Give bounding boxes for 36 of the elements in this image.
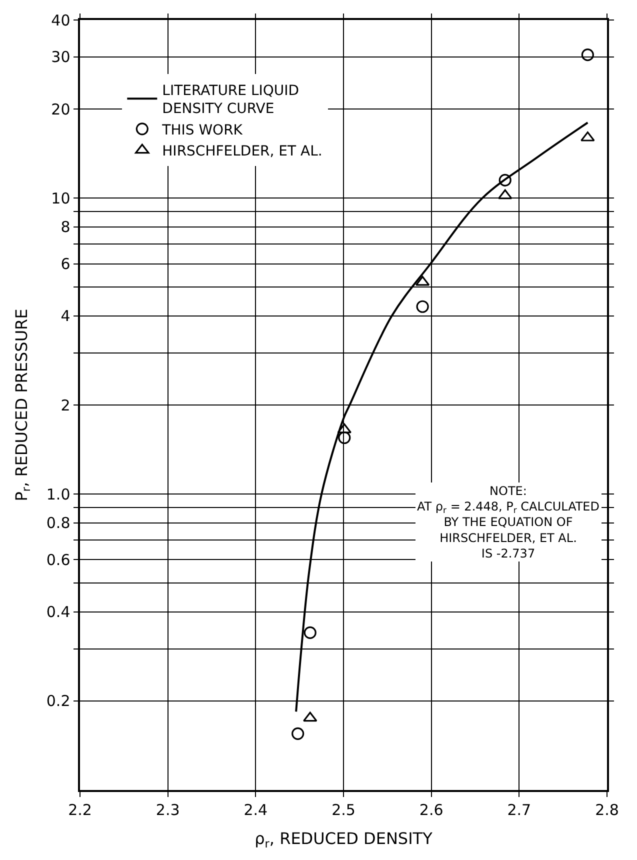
y-tick-label: 20 — [51, 100, 70, 118]
x-tick-label: 2.7 — [507, 800, 532, 819]
y-tick-label: 6 — [60, 255, 70, 274]
legend-label: LITERATURE LIQUID DENSITY CURVE — [162, 82, 300, 118]
point — [416, 300, 429, 313]
y-tick-label: 0.6 — [46, 550, 70, 569]
point — [338, 431, 351, 444]
x-tick-label: 2.6 — [419, 800, 444, 819]
point — [498, 174, 512, 186]
point — [302, 712, 318, 722]
x-tick-label: 2.5 — [332, 800, 356, 819]
y-tick-label: 0.2 — [46, 692, 70, 710]
y-tick-label: 1.0 — [46, 485, 70, 504]
x-tick-label: 2.3 — [156, 800, 180, 819]
y-tick-label: 4 — [60, 307, 70, 326]
y-tick-label: 8 — [60, 218, 70, 236]
point — [580, 131, 595, 142]
x-tick-label: 2.8 — [595, 800, 619, 819]
y-tick-label: 10 — [51, 189, 70, 208]
point — [304, 626, 316, 640]
y-tick-label: 0.8 — [46, 514, 70, 532]
legend-label: HIRSCHFELDER, ET AL. — [162, 144, 322, 160]
x-tick-label: 2.4 — [244, 800, 268, 819]
x-axis-title: ρ$_{r}$, REDUCED DENSITY — [254, 828, 433, 850]
y-tick-label: 30 — [51, 48, 70, 66]
legend-label: THIS WORK — [161, 122, 244, 138]
y-tick-label: 40 — [51, 11, 70, 30]
point — [498, 189, 512, 200]
point — [337, 423, 352, 434]
y-tick-label: 2 — [60, 396, 70, 414]
x-tick-label: 2.2 — [68, 800, 92, 819]
text: NOTE: AT ρ$_{r}$ = 2.448, P$_{r}$ CALCULATED BY THE EQUATION OF HIRSCHFELDER, ET AL. IS -2.737 — [417, 484, 600, 560]
point — [415, 276, 430, 286]
point — [581, 48, 594, 62]
point — [292, 727, 304, 740]
y-tick-label: 0.4 — [46, 603, 70, 622]
